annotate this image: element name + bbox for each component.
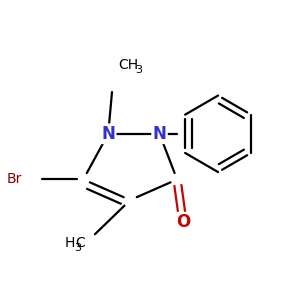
Text: 3: 3 (74, 243, 82, 253)
Text: O: O (176, 213, 190, 231)
Text: N: N (101, 125, 115, 143)
Text: 3: 3 (136, 65, 142, 75)
Text: H: H (64, 236, 74, 250)
Text: Br: Br (6, 172, 22, 186)
Text: CH: CH (118, 58, 139, 72)
Text: N: N (153, 125, 166, 143)
Text: C: C (75, 236, 85, 250)
